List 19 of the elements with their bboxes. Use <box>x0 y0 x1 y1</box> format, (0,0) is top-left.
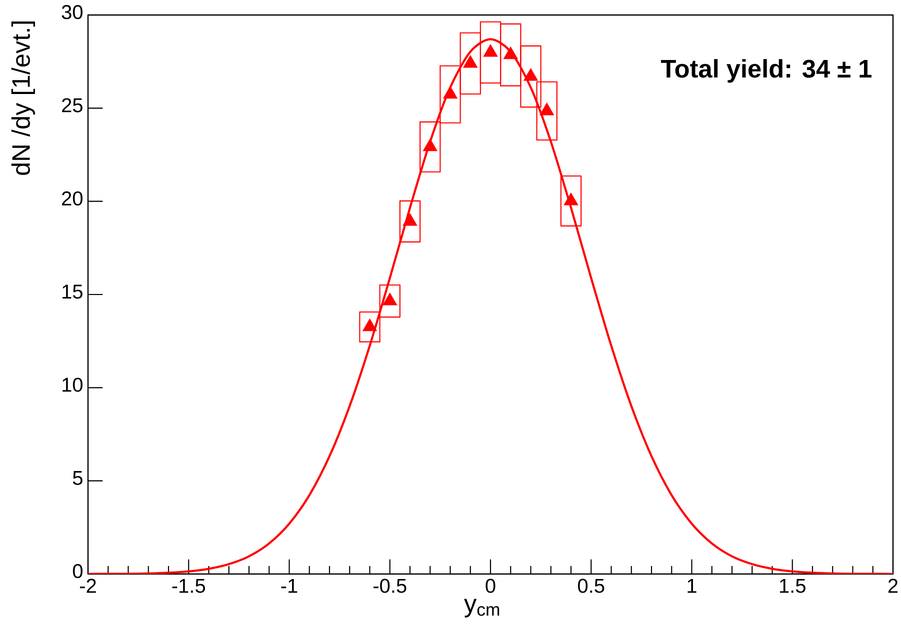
y-tick-label: 5 <box>72 471 82 486</box>
annotation: Total yield: 34 ± 1 <box>661 59 872 83</box>
x-tick-label: 2 <box>888 578 898 593</box>
y-axis-title: dN /dy [1/evt.] <box>11 22 35 175</box>
y-tick-label: 10 <box>62 378 82 392</box>
x-axis-title: y$_{cm}$ <box>464 598 500 618</box>
y-tick-label: 30 <box>62 5 82 20</box>
x-tick-label: 0.5 <box>578 578 604 593</box>
y-tick-label: 20 <box>62 191 82 206</box>
x-tick-label: -1 <box>281 578 298 593</box>
x-tick-label: -1.5 <box>172 578 206 593</box>
y-tick-label: 0 <box>72 564 83 578</box>
x-tick-label: -2 <box>80 578 96 593</box>
y-tick-label: 25 <box>62 98 82 112</box>
y-tick-label: 15 <box>62 284 82 299</box>
x-tick-label: 1.5 <box>780 578 806 593</box>
x-tick-label: 1 <box>688 578 696 593</box>
x-tick-label: 0 <box>486 578 496 593</box>
x-tick-label: -0.5 <box>374 578 406 593</box>
